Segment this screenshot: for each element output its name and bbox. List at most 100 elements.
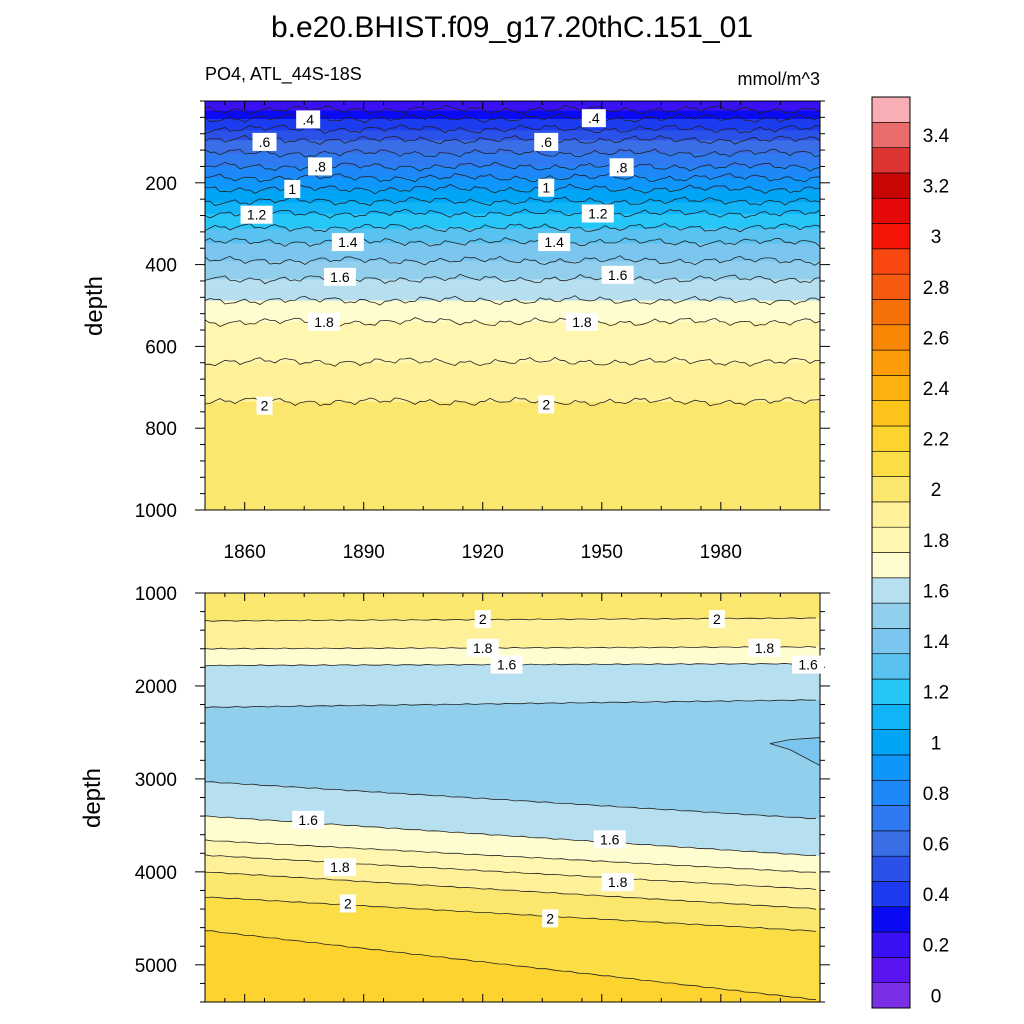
fill-band xyxy=(205,226,820,230)
fill-band xyxy=(205,475,820,478)
contour-label-box xyxy=(708,610,725,629)
fill-band xyxy=(205,172,820,176)
colorbar-tick-label: 0.6 xyxy=(923,835,949,856)
fill-band xyxy=(205,488,820,491)
y-tick-label: 400 xyxy=(145,256,177,277)
contour-label: 1.8 xyxy=(323,858,356,877)
fill-band xyxy=(205,292,820,295)
fill-band xyxy=(205,269,820,272)
fill-band xyxy=(205,316,820,320)
fill-band xyxy=(205,348,820,351)
colorbar-segment xyxy=(871,982,911,1009)
fill-band xyxy=(205,204,820,207)
colorbar-segment xyxy=(871,197,911,224)
contour-label: 1.6 xyxy=(792,655,825,674)
fill-band xyxy=(205,487,820,490)
fill-band xyxy=(205,421,820,424)
x-tick-label: 1890 xyxy=(343,542,385,563)
fill-band xyxy=(205,104,820,107)
fill-band xyxy=(205,351,820,354)
fill-band xyxy=(205,199,820,202)
fill-band xyxy=(205,395,820,398)
fill-band xyxy=(205,446,820,449)
fill-band xyxy=(205,415,820,418)
fill-band xyxy=(205,506,820,509)
contour-line xyxy=(205,930,817,1000)
fill-band xyxy=(205,259,820,262)
colorbar-tick-label: 0 xyxy=(931,986,942,1007)
fill-band xyxy=(205,300,820,303)
fill-band xyxy=(205,474,820,477)
fill-band xyxy=(205,452,820,455)
fill-band xyxy=(205,380,820,383)
colorbar-tick-label: 2.4 xyxy=(923,379,950,400)
fill-band xyxy=(205,161,820,164)
contour-line xyxy=(205,237,820,248)
contour-label-box xyxy=(252,132,277,151)
fill-band xyxy=(205,433,820,436)
fill-band xyxy=(205,289,820,292)
fill-band xyxy=(205,166,820,169)
fill-band xyxy=(205,133,820,136)
contour-line xyxy=(205,172,820,183)
fill-band xyxy=(205,130,820,133)
fill-band xyxy=(205,251,820,254)
contour-label: 1.8 xyxy=(748,638,781,657)
fill-band xyxy=(205,258,820,261)
fill-band xyxy=(205,200,820,204)
contour-label-text: 1.6 xyxy=(497,657,517,673)
x-tick-label: 1950 xyxy=(581,542,623,563)
contour-line xyxy=(769,737,820,767)
contour-label: .6 xyxy=(534,132,559,151)
fill-band xyxy=(205,469,820,472)
contour-label-box xyxy=(542,909,559,928)
colorbar-tick-label: 1.4 xyxy=(923,632,950,653)
colorbar-segment xyxy=(871,704,911,730)
contour-label-text: 1.8 xyxy=(473,640,493,656)
contour-label: 1 xyxy=(538,178,555,197)
lower-panel-ticks: 1000 2000 3000 4000 5000 xyxy=(135,584,830,1003)
fill-band xyxy=(205,456,820,459)
fill-band xyxy=(205,156,820,159)
fill-band xyxy=(205,341,820,344)
fill-band xyxy=(205,423,820,426)
colorbar-tick-label: 2.2 xyxy=(923,430,949,451)
contour-label-text: 1.8 xyxy=(572,314,592,330)
fill-band xyxy=(205,207,820,210)
fill-band xyxy=(205,143,820,146)
fill-band xyxy=(205,344,820,347)
fill-band xyxy=(205,393,820,397)
fill-band xyxy=(205,370,820,374)
contour-label: 1.6 xyxy=(323,267,356,286)
fill-band xyxy=(205,413,820,416)
fill-band xyxy=(205,197,820,200)
fill-band xyxy=(205,132,820,135)
fill-band xyxy=(205,112,820,115)
fill-band xyxy=(205,493,820,496)
contour-line xyxy=(205,148,820,158)
fill-band xyxy=(205,141,820,145)
fill-band xyxy=(205,361,820,364)
fill-band xyxy=(205,118,820,122)
fill-band xyxy=(205,308,820,312)
fill-band xyxy=(205,375,820,379)
colorbar-tick-label: 2 xyxy=(931,480,942,501)
y-tick-label: 5000 xyxy=(135,956,177,977)
fill-band xyxy=(205,454,820,457)
contour-line xyxy=(205,896,817,932)
fill-band xyxy=(205,241,820,244)
fill-band xyxy=(205,406,820,410)
contour-label: 2 xyxy=(256,396,273,415)
colorbar-segment xyxy=(871,172,911,199)
contour-label-box xyxy=(339,894,356,913)
fill-band xyxy=(205,222,820,225)
y-tick-label: 1000 xyxy=(135,501,177,522)
contour-label: 2 xyxy=(542,909,559,928)
colorbar-segment xyxy=(871,628,911,655)
fill-band xyxy=(205,290,820,294)
fill-band xyxy=(205,457,820,460)
fill-band xyxy=(205,163,820,166)
contour-label-text: 1.6 xyxy=(608,267,628,283)
fill-band xyxy=(205,220,820,223)
fill-band xyxy=(205,182,820,186)
